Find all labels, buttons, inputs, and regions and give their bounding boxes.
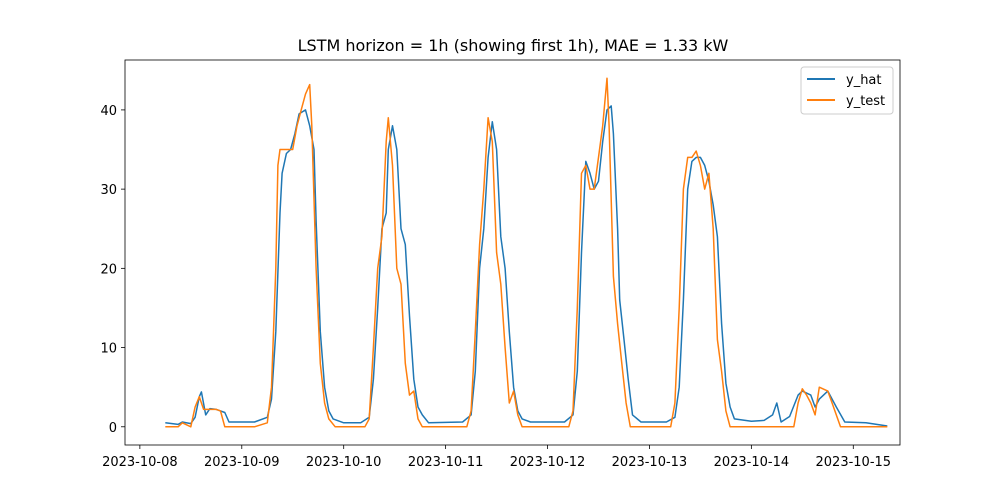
plot-frame: [124, 59, 901, 446]
x-tick-label: 2023-10-12: [510, 455, 586, 470]
y-tick-label: 10: [100, 342, 117, 357]
x-tick-label: 2023-10-11: [408, 455, 484, 470]
chart-title: LSTM horizon = 1h (showing first 1h), MA…: [298, 36, 729, 55]
legend-label-y-hat: y_hat: [846, 73, 882, 88]
y-tick-label: 40: [100, 104, 117, 119]
y-tick-label: 0: [109, 421, 117, 436]
series-line-y-hat: [165, 105, 888, 427]
x-tick-label: 2023-10-13: [612, 455, 688, 470]
x-tick-label: 2023-10-09: [204, 455, 280, 470]
y-tick-label: 20: [100, 262, 117, 277]
series-layer: [165, 77, 888, 428]
plot-area: [125, 60, 900, 445]
axes: 2023-10-08 2023-10-09 2023-10-10 2023-10-11…: [100, 104, 891, 470]
legend-label-y-test: y_test: [846, 94, 885, 109]
x-tick-label: 2023-10-08: [102, 455, 178, 470]
x-tick-label: 2023-10-10: [306, 455, 382, 470]
x-tick-label: 2023-10-15: [816, 455, 892, 470]
legend: y_hat y_test: [800, 66, 894, 115]
x-tick-label: 2023-10-14: [714, 455, 790, 470]
series-line-y-test: [165, 77, 888, 428]
y-tick-label: 30: [100, 183, 117, 198]
